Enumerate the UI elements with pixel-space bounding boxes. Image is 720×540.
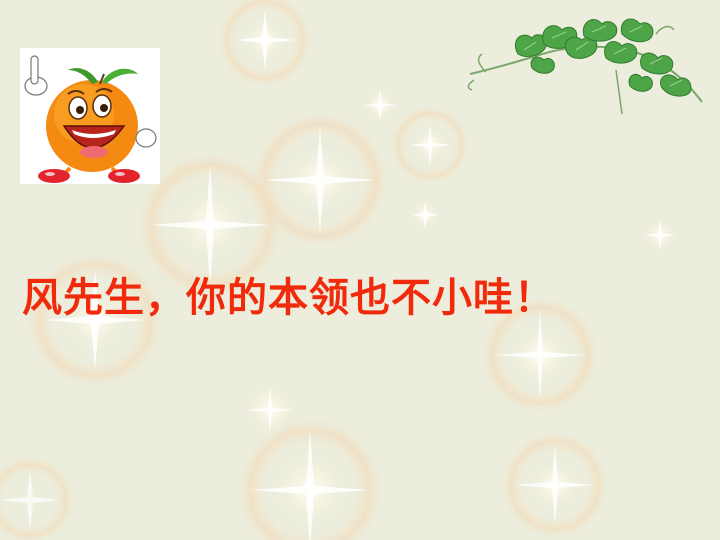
sparkle-1 xyxy=(217,0,313,88)
glove-hand-icon xyxy=(135,128,157,148)
sparkle-6 xyxy=(409,199,441,231)
pointing-hand-icon xyxy=(24,55,48,96)
ivy-vine-image xyxy=(466,14,706,122)
orange-mascot-image xyxy=(20,48,160,184)
sparkle-13 xyxy=(0,455,75,540)
ivy-leaf-icon xyxy=(467,18,703,115)
sparkle-8 xyxy=(25,250,165,390)
sparkle-3 xyxy=(390,105,470,185)
sparkle-7 xyxy=(642,217,678,253)
sparkle-12 xyxy=(500,430,610,540)
sparkle-9 xyxy=(480,295,600,415)
sparkle-4 xyxy=(250,110,390,250)
sparkle-5 xyxy=(135,150,285,300)
orange-mascot-icon xyxy=(24,55,157,183)
slide-headline: 风先生，你的本领也不小哇！ xyxy=(22,275,555,321)
sparkle-2 xyxy=(362,87,398,123)
sparkle-11 xyxy=(235,415,385,540)
